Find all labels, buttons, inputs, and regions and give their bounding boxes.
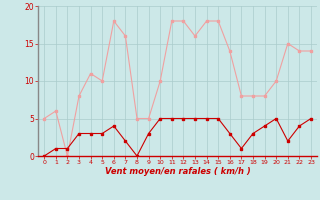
X-axis label: Vent moyen/en rafales ( km/h ): Vent moyen/en rafales ( km/h ): [105, 167, 251, 176]
